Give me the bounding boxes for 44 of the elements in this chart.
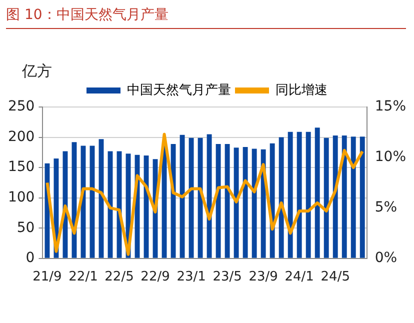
bar	[360, 136, 365, 258]
y2-tick-label: 5%	[374, 200, 398, 216]
x-tick-label: 24/5	[320, 270, 350, 285]
y2-tick-label: 15%	[374, 98, 406, 115]
x-tick-label: 24/1	[284, 270, 314, 285]
x-tick-label: 23/5	[212, 270, 242, 285]
bar	[234, 148, 239, 258]
x-tick-label: 21/9	[32, 270, 62, 285]
x-tick-label: 23/1	[176, 270, 206, 285]
chart-title: 图 10：中国天然气月产量	[6, 6, 406, 29]
y-tick-label: 50	[16, 220, 35, 236]
bar	[252, 148, 257, 258]
bar	[288, 132, 293, 258]
x-tick-label: 22/1	[68, 270, 98, 285]
y-axis-title: 亿方	[22, 62, 52, 81]
bar	[342, 135, 347, 258]
legend-label: 中国天然气月产量	[127, 82, 231, 98]
bar	[314, 128, 320, 258]
bar	[278, 137, 284, 258]
x-tick-label: 23/9	[248, 270, 278, 285]
x-tick-label: 22/5	[104, 270, 134, 285]
y-tick-label: 100	[8, 189, 35, 206]
bar	[170, 144, 176, 258]
y-tick-label: 150	[8, 159, 35, 176]
bar	[180, 134, 185, 258]
bar	[306, 132, 311, 258]
bar	[216, 144, 221, 258]
bar	[332, 135, 338, 258]
x-tick-label: 22/9	[140, 270, 170, 285]
y-tick-label: 250	[8, 98, 35, 115]
bar	[206, 134, 212, 258]
bar	[198, 138, 203, 258]
y-tick-label: 200	[8, 128, 35, 145]
bar	[324, 138, 329, 258]
bar	[188, 138, 194, 258]
y-tick-label: 0	[26, 250, 35, 266]
y2-tick-label: 0%	[374, 250, 398, 266]
bar	[350, 136, 356, 258]
legend-label: 同比增速	[276, 82, 328, 98]
bar	[224, 144, 230, 258]
bar	[296, 132, 302, 258]
bar	[162, 145, 167, 258]
bar	[242, 146, 248, 258]
y2-tick-label: 10%	[374, 149, 406, 166]
